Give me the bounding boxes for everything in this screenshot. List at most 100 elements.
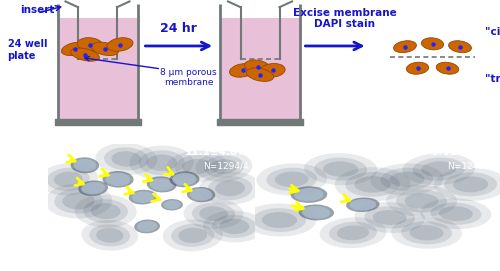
Ellipse shape [253, 208, 306, 232]
Ellipse shape [404, 193, 438, 209]
Text: 11.1±4.8%: 11.1±4.8% [185, 147, 249, 157]
Ellipse shape [262, 212, 297, 228]
Ellipse shape [174, 155, 219, 178]
Ellipse shape [146, 176, 176, 192]
Ellipse shape [47, 168, 90, 191]
Ellipse shape [412, 157, 465, 181]
Ellipse shape [132, 191, 154, 203]
Ellipse shape [380, 168, 434, 191]
Ellipse shape [54, 172, 82, 187]
Ellipse shape [196, 151, 252, 182]
Ellipse shape [38, 163, 98, 195]
Ellipse shape [163, 219, 222, 251]
Ellipse shape [453, 176, 488, 192]
Bar [58, 18, 138, 119]
Ellipse shape [138, 150, 185, 175]
Ellipse shape [394, 41, 416, 53]
Ellipse shape [444, 172, 497, 196]
Ellipse shape [184, 198, 244, 229]
Ellipse shape [70, 157, 99, 173]
Ellipse shape [128, 190, 157, 205]
Ellipse shape [166, 150, 228, 183]
Ellipse shape [410, 225, 444, 240]
Ellipse shape [364, 207, 415, 229]
Ellipse shape [182, 159, 212, 174]
Ellipse shape [436, 62, 459, 74]
Ellipse shape [298, 204, 334, 220]
Ellipse shape [212, 215, 256, 238]
Ellipse shape [370, 163, 444, 195]
Ellipse shape [74, 159, 96, 172]
Text: insert: insert [20, 5, 54, 15]
Ellipse shape [199, 172, 261, 205]
Ellipse shape [146, 154, 177, 171]
Ellipse shape [420, 198, 492, 229]
Ellipse shape [350, 199, 376, 211]
Text: 3.1±2.6%*: 3.1±2.6%* [431, 147, 492, 157]
Ellipse shape [391, 217, 462, 249]
Ellipse shape [290, 186, 328, 203]
Ellipse shape [130, 146, 194, 180]
Text: Excise membrane
DAPI stain: Excise membrane DAPI stain [293, 8, 397, 30]
Ellipse shape [230, 64, 256, 77]
Ellipse shape [150, 178, 174, 191]
Ellipse shape [323, 162, 358, 177]
Ellipse shape [172, 173, 197, 186]
Ellipse shape [171, 224, 214, 247]
Ellipse shape [178, 228, 207, 243]
Ellipse shape [204, 156, 244, 178]
Ellipse shape [199, 206, 228, 221]
Ellipse shape [96, 228, 124, 243]
Text: 8 μm porous
membrane: 8 μm porous membrane [160, 67, 217, 87]
Ellipse shape [208, 176, 252, 200]
Ellipse shape [329, 222, 377, 244]
Text: 24 hr: 24 hr [160, 22, 197, 35]
Ellipse shape [54, 188, 103, 214]
Ellipse shape [45, 183, 112, 218]
Ellipse shape [373, 210, 406, 225]
Ellipse shape [82, 220, 138, 251]
Ellipse shape [74, 195, 136, 228]
Ellipse shape [78, 180, 108, 196]
Text: N=1245/4: N=1245/4 [447, 162, 492, 170]
Ellipse shape [243, 204, 316, 237]
Ellipse shape [246, 68, 274, 81]
Ellipse shape [92, 42, 118, 56]
Ellipse shape [386, 185, 457, 217]
Ellipse shape [422, 38, 444, 50]
Ellipse shape [134, 220, 160, 233]
Bar [220, 18, 300, 119]
Ellipse shape [210, 159, 238, 174]
Text: Control: Control [54, 253, 102, 266]
Ellipse shape [421, 162, 456, 177]
Ellipse shape [220, 219, 249, 234]
Ellipse shape [90, 224, 130, 246]
Ellipse shape [256, 163, 327, 195]
Ellipse shape [334, 167, 410, 202]
Ellipse shape [106, 173, 130, 186]
Ellipse shape [81, 182, 105, 194]
Ellipse shape [107, 38, 133, 51]
Ellipse shape [78, 38, 102, 51]
Ellipse shape [314, 158, 367, 180]
Ellipse shape [187, 187, 216, 202]
Ellipse shape [346, 172, 400, 197]
Ellipse shape [302, 206, 330, 219]
Ellipse shape [320, 217, 386, 248]
Ellipse shape [90, 203, 120, 219]
Ellipse shape [104, 147, 148, 170]
Text: Stretch: Stretch [262, 253, 312, 266]
Ellipse shape [434, 168, 500, 201]
Ellipse shape [137, 221, 158, 232]
Ellipse shape [244, 60, 270, 74]
Ellipse shape [266, 168, 317, 191]
Ellipse shape [337, 225, 369, 240]
Text: 100 μm: 100 μm [406, 256, 445, 266]
Text: "cis" side: "cis" side [485, 27, 500, 37]
Text: 24 well
plate: 24 well plate [8, 40, 47, 61]
Ellipse shape [396, 189, 447, 212]
Text: N=1294/4: N=1294/4 [203, 162, 249, 170]
Ellipse shape [275, 172, 308, 187]
Ellipse shape [406, 62, 428, 74]
Ellipse shape [190, 188, 212, 201]
